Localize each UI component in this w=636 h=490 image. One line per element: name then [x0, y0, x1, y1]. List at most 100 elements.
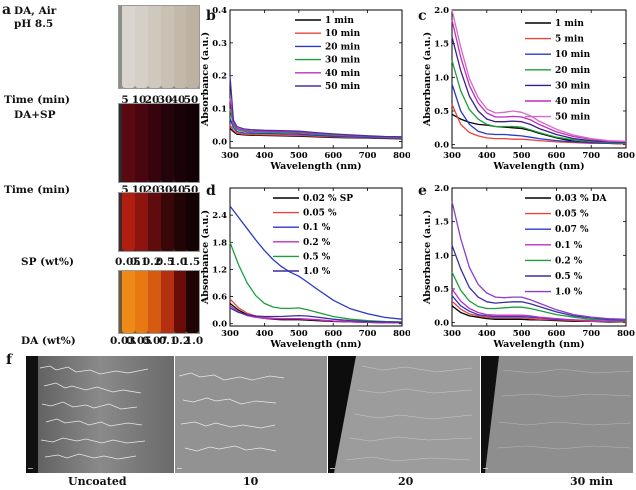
vial — [148, 104, 161, 182]
row-value: 0.05 — [115, 256, 141, 268]
row-value: 5 — [121, 184, 129, 196]
legend-label: 1.0 % — [555, 288, 583, 298]
legend-label: 0.05 % — [303, 209, 337, 219]
row-value: 1.5 — [181, 256, 201, 268]
vial — [186, 193, 199, 251]
x-tick-label: 400 — [256, 329, 274, 339]
vial-photo-2 — [118, 103, 200, 183]
row-value: 0.2 — [171, 335, 191, 347]
y-tick-label: 0.0 — [212, 320, 227, 330]
chart-d: 300 400 500 600 700 800 0.0 0.6 1.2 1.8 2.4 Wavelen… — [200, 187, 410, 350]
y-tick-label: 0.2 — [212, 72, 227, 82]
vial — [186, 104, 199, 182]
chart-c: 300 400 500 600 700 800 0.0 0.5 1.0 1.5 2.0 Wavelen… — [422, 6, 635, 172]
row-value: 0.2 — [142, 256, 162, 268]
x-tick-label: 500 — [513, 151, 531, 161]
x-tick-label: 700 — [582, 329, 600, 339]
x-tick-label: 500 — [290, 329, 308, 339]
series-line — [451, 19, 627, 143]
y-tick-label: 0.5 — [434, 285, 449, 295]
row-header-da-sp: DA+SP — [14, 109, 56, 121]
y-axis-label: Absorbance (a.u.) — [200, 210, 211, 305]
legend-label: 0.05 % — [555, 210, 589, 220]
x-tick-label: 400 — [478, 151, 496, 161]
x-axis-label: Wavelength (nm) — [269, 339, 361, 350]
plot-frame — [451, 9, 627, 149]
y-tick-label: 0.6 — [212, 293, 227, 303]
vial — [122, 271, 135, 333]
row-value: 0.05 — [126, 335, 152, 347]
legend-label: 40 min — [555, 97, 591, 107]
vial — [174, 193, 187, 251]
legend-label: 5 min — [555, 35, 584, 45]
scale-bar: ━━ — [483, 466, 488, 471]
legend-label: 0.1 % — [555, 241, 583, 251]
y-tick-label: 2.0 — [434, 184, 449, 194]
row-value: 0.1 — [129, 256, 149, 268]
vial — [161, 6, 174, 88]
panel-a-caption-1: DA, Air — [14, 5, 57, 17]
x-tick-label: 300 — [443, 329, 461, 339]
panel-label-c: c — [418, 8, 427, 24]
y-tick-label: 1.8 — [212, 238, 227, 248]
vial — [148, 193, 161, 251]
y-tick-label: 0.4 — [212, 6, 227, 16]
series-line — [451, 271, 627, 322]
x-tick-label: 400 — [256, 151, 274, 161]
x-tick-label: 700 — [359, 329, 377, 339]
vial — [148, 6, 161, 88]
legend-label: 30 min — [325, 56, 361, 66]
legend-label: 1.0 % — [303, 267, 331, 277]
row-value: 0.07 — [142, 335, 168, 347]
x-tick-label: 300 — [221, 151, 239, 161]
sem-image-uncoated: ━━ — [26, 356, 174, 473]
sem-texture — [328, 356, 480, 473]
sem-label-10: 10 — [243, 475, 259, 488]
vial-photo-3 — [118, 192, 200, 252]
legend-label: 30 min — [555, 81, 591, 91]
row-header: Time (min) — [4, 184, 70, 196]
x-tick-label: 800 — [617, 329, 635, 339]
row-value: 0.5 — [155, 256, 175, 268]
vial — [186, 271, 199, 333]
vial — [122, 104, 135, 182]
row-sp: SP (wt%) 0.05 0.1 0.2 0.5 1.0 1.5 — [2, 256, 202, 269]
series-line — [451, 103, 627, 145]
y-tick-label: 0.0 — [212, 137, 227, 147]
sem-texture — [175, 356, 327, 473]
legend-label: 10 min — [555, 50, 591, 60]
vial — [135, 271, 148, 333]
panel-label-a: a — [2, 2, 12, 18]
row-value: 1.0 — [184, 335, 204, 347]
series-line — [229, 205, 403, 320]
x-tick-label: 800 — [617, 151, 635, 161]
x-tick-label: 700 — [582, 151, 600, 161]
row-value: 5 — [121, 94, 129, 106]
vial-photo-1 — [118, 5, 200, 89]
legend-label: 50 min — [555, 113, 591, 123]
series-line — [451, 244, 627, 321]
legend-label: 0.1 % — [303, 223, 331, 233]
vial — [135, 104, 148, 182]
x-tick-label: 700 — [359, 151, 377, 161]
y-tick-label: 2.4 — [212, 211, 227, 221]
x-tick-label: 800 — [393, 151, 410, 161]
sem-label-uncoated: Uncoated — [68, 475, 127, 488]
y-axis-label: Absorbance (a.u.) — [422, 32, 433, 127]
legend-label: 0.2 % — [555, 256, 583, 266]
scale-bar: ━━ — [330, 466, 335, 471]
series-line — [229, 98, 403, 138]
vial — [135, 193, 148, 251]
y-tick-label: 0.0 — [434, 141, 449, 151]
series-line — [451, 60, 627, 144]
legend-label: 20 min — [555, 66, 591, 76]
plot-frame — [229, 187, 403, 327]
y-tick-label: 0.1 — [212, 105, 227, 115]
scale-bar: ━━ — [28, 466, 33, 471]
vial — [122, 6, 135, 88]
vial — [161, 271, 174, 333]
plot-frame — [229, 9, 403, 149]
vial-photo-4 — [118, 270, 200, 334]
vial — [186, 6, 199, 88]
series-line — [451, 201, 627, 320]
